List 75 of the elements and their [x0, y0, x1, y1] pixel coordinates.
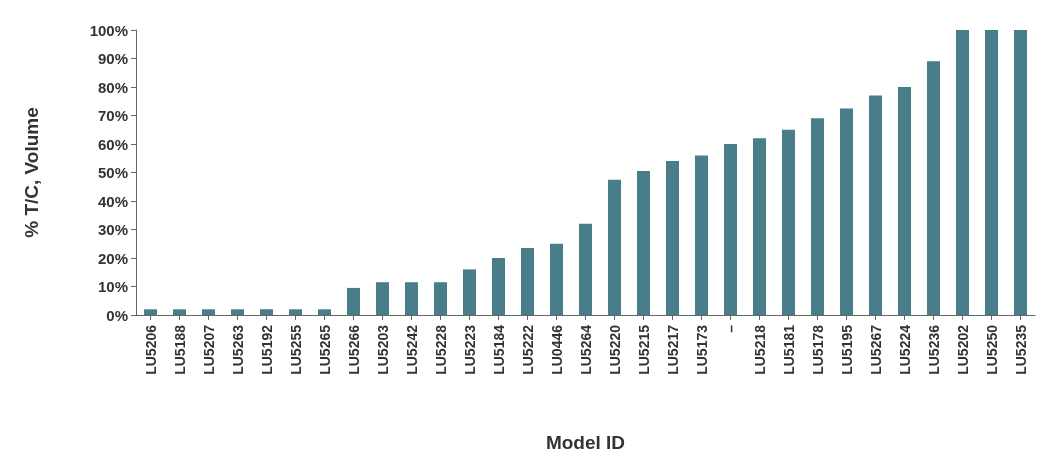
bar: [491, 258, 506, 315]
bar: [143, 309, 158, 315]
bar: [375, 282, 390, 315]
bar: [317, 309, 332, 315]
x-tick-label: LU5264: [577, 324, 594, 375]
bar: [868, 95, 883, 315]
x-tick-label: LU5265: [316, 324, 333, 375]
y-tick-label: 40%: [97, 192, 128, 210]
y-tick-label: 10%: [97, 278, 128, 295]
x-axis-title: Model ID: [545, 432, 626, 453]
bar: [346, 287, 361, 315]
x-tick-label: LU5215: [635, 324, 652, 375]
y-tick-label: 80%: [97, 78, 128, 96]
x-tick-label: LU5178: [809, 324, 826, 375]
y-tick-label: 50%: [97, 164, 128, 181]
bar: [810, 118, 825, 315]
x-tick-label: LU5250: [983, 324, 1000, 375]
bar: [897, 87, 912, 315]
bar: [984, 30, 999, 315]
x-tick-label: LU5207: [200, 324, 217, 375]
bar: [665, 161, 680, 315]
y-tick-label: 60%: [97, 135, 128, 153]
bar: [723, 144, 738, 315]
bar: [201, 309, 216, 315]
bar: [520, 248, 535, 315]
x-tick-label: LU5206: [142, 324, 159, 375]
y-tick-label: 30%: [97, 221, 128, 238]
x-tick-label: LU5236: [925, 324, 942, 375]
x-tick-label: LU5224: [896, 324, 913, 375]
x-tick-label: –: [722, 324, 739, 333]
x-tick-label: LU5263: [229, 324, 246, 375]
x-tick-label: LU5255: [287, 324, 304, 375]
x-tick-label: LU5192: [258, 324, 275, 375]
x-tick-label: LU5242: [403, 324, 420, 375]
x-tick-label: LU5181: [780, 324, 797, 375]
x-tick-label: LU5203: [374, 324, 391, 375]
bar: [839, 108, 854, 315]
x-tick-label: LU0446: [548, 324, 565, 375]
x-tick-label: LU5222: [519, 324, 536, 375]
x-tick-label: LU5217: [664, 324, 681, 375]
y-axis-title: % T/C, Volume: [21, 107, 42, 238]
x-tick-label: LU5235: [1012, 324, 1029, 375]
bar: [752, 138, 767, 315]
bar: [433, 282, 448, 315]
x-tick-label: LU5173: [693, 324, 710, 375]
bar: [288, 309, 303, 315]
bar: [172, 309, 187, 315]
bar: [607, 179, 622, 315]
x-tick-label: LU5220: [606, 324, 623, 375]
x-tick-label: LU5266: [345, 324, 362, 375]
y-tick-label: 0%: [106, 306, 128, 324]
x-tick-label: LU5218: [751, 324, 768, 375]
bar: [926, 61, 941, 315]
y-tick-label: 100%: [89, 21, 128, 39]
x-tick-label: LU5228: [432, 324, 449, 375]
bar: [636, 171, 651, 315]
bar: [462, 269, 477, 315]
bar: [230, 309, 245, 315]
bar: [549, 243, 564, 315]
x-tick-label: LU5188: [171, 324, 188, 375]
x-tick-label: LU5267: [867, 324, 884, 375]
x-tick-label: LU5195: [838, 324, 855, 375]
y-tick-label: 70%: [97, 107, 128, 124]
y-tick-label: 20%: [97, 249, 128, 267]
bar: [694, 155, 709, 315]
bar: [955, 30, 970, 315]
x-tick-label: LU5184: [490, 324, 507, 375]
x-tick-label: LU5223: [461, 324, 478, 375]
x-tick-label: LU5202: [954, 324, 971, 375]
bar: [404, 282, 419, 315]
bar: [259, 309, 274, 315]
y-tick-label: 90%: [97, 50, 128, 67]
bar: [578, 223, 593, 315]
bar: [1013, 30, 1028, 315]
bar: [781, 129, 796, 315]
